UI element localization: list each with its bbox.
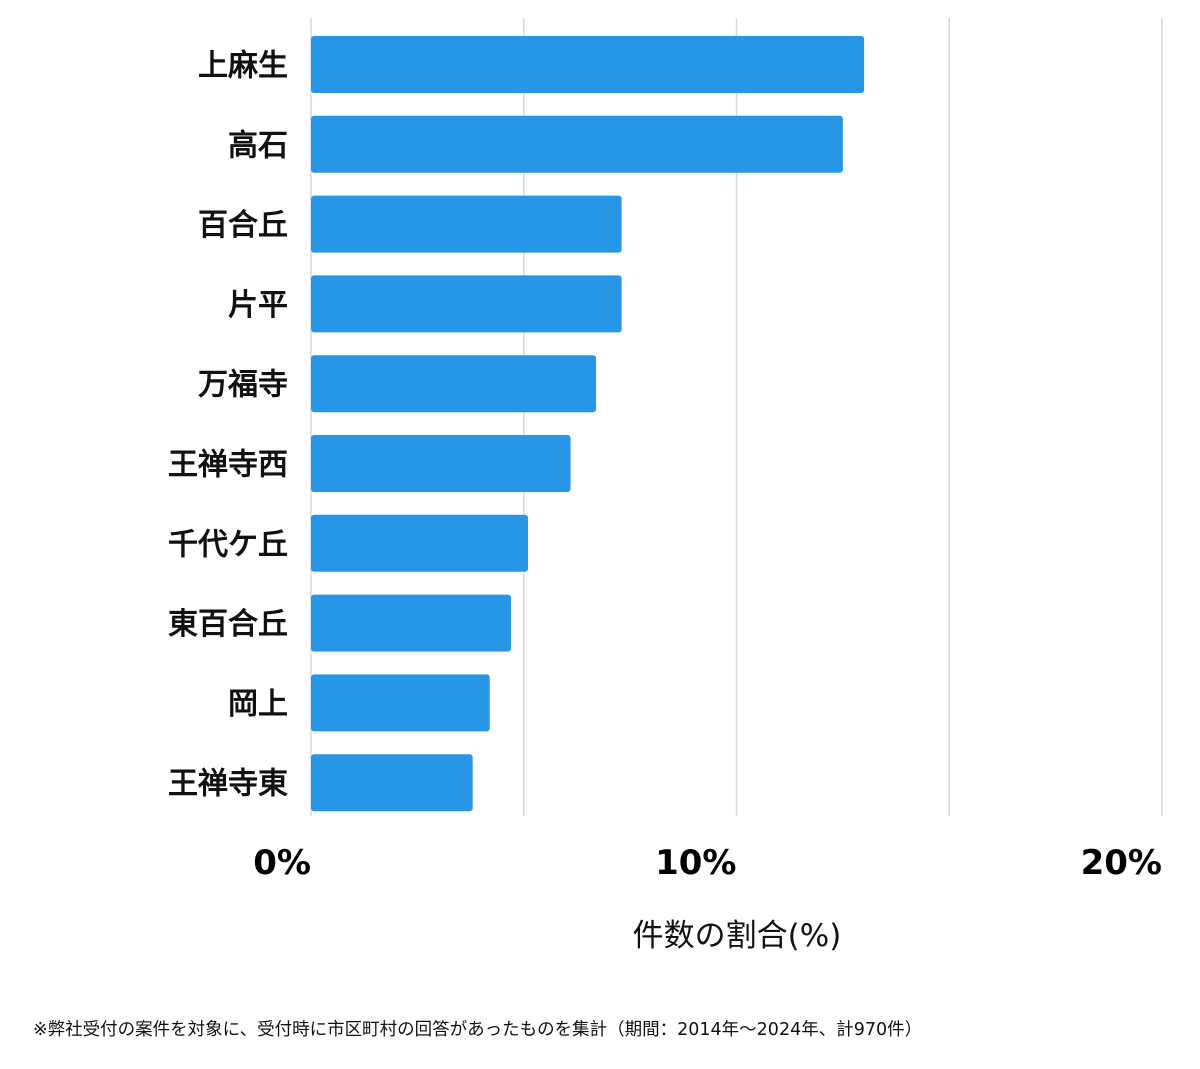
x-tick-label: 10%	[655, 843, 736, 883]
bar	[311, 514, 529, 572]
category-label: 千代ケ丘	[168, 527, 288, 562]
x-tick-label: 0%	[253, 843, 311, 883]
bars	[311, 36, 865, 812]
category-label: 岡上	[228, 687, 288, 722]
bar	[311, 435, 571, 492]
category-label: 高石	[228, 128, 288, 163]
x-tick-labels: 0% 10% 20%	[253, 843, 1162, 883]
category-label: 東百合丘	[168, 607, 288, 642]
bar	[311, 674, 490, 732]
bar	[311, 275, 622, 333]
category-label: 上麻生	[198, 49, 288, 84]
category-label: 王禅寺西	[168, 448, 288, 483]
bar	[311, 115, 843, 173]
category-label: 万福寺	[198, 368, 288, 403]
category-label: 百合丘	[198, 208, 288, 243]
bar	[311, 594, 511, 652]
bar	[311, 355, 597, 413]
category-label: 王禅寺東	[168, 767, 288, 802]
bar	[311, 754, 473, 812]
category-label: 片平	[228, 288, 288, 323]
bar	[311, 195, 622, 253]
bar	[311, 36, 865, 93]
x-tick-label: 20%	[1081, 843, 1162, 883]
x-axis-title: 件数の割合(%)	[633, 918, 842, 954]
footnote: ※弊社受付の案件を対象に、受付時に市区町村の回答があったものを集計（期間：201…	[33, 1020, 923, 1040]
